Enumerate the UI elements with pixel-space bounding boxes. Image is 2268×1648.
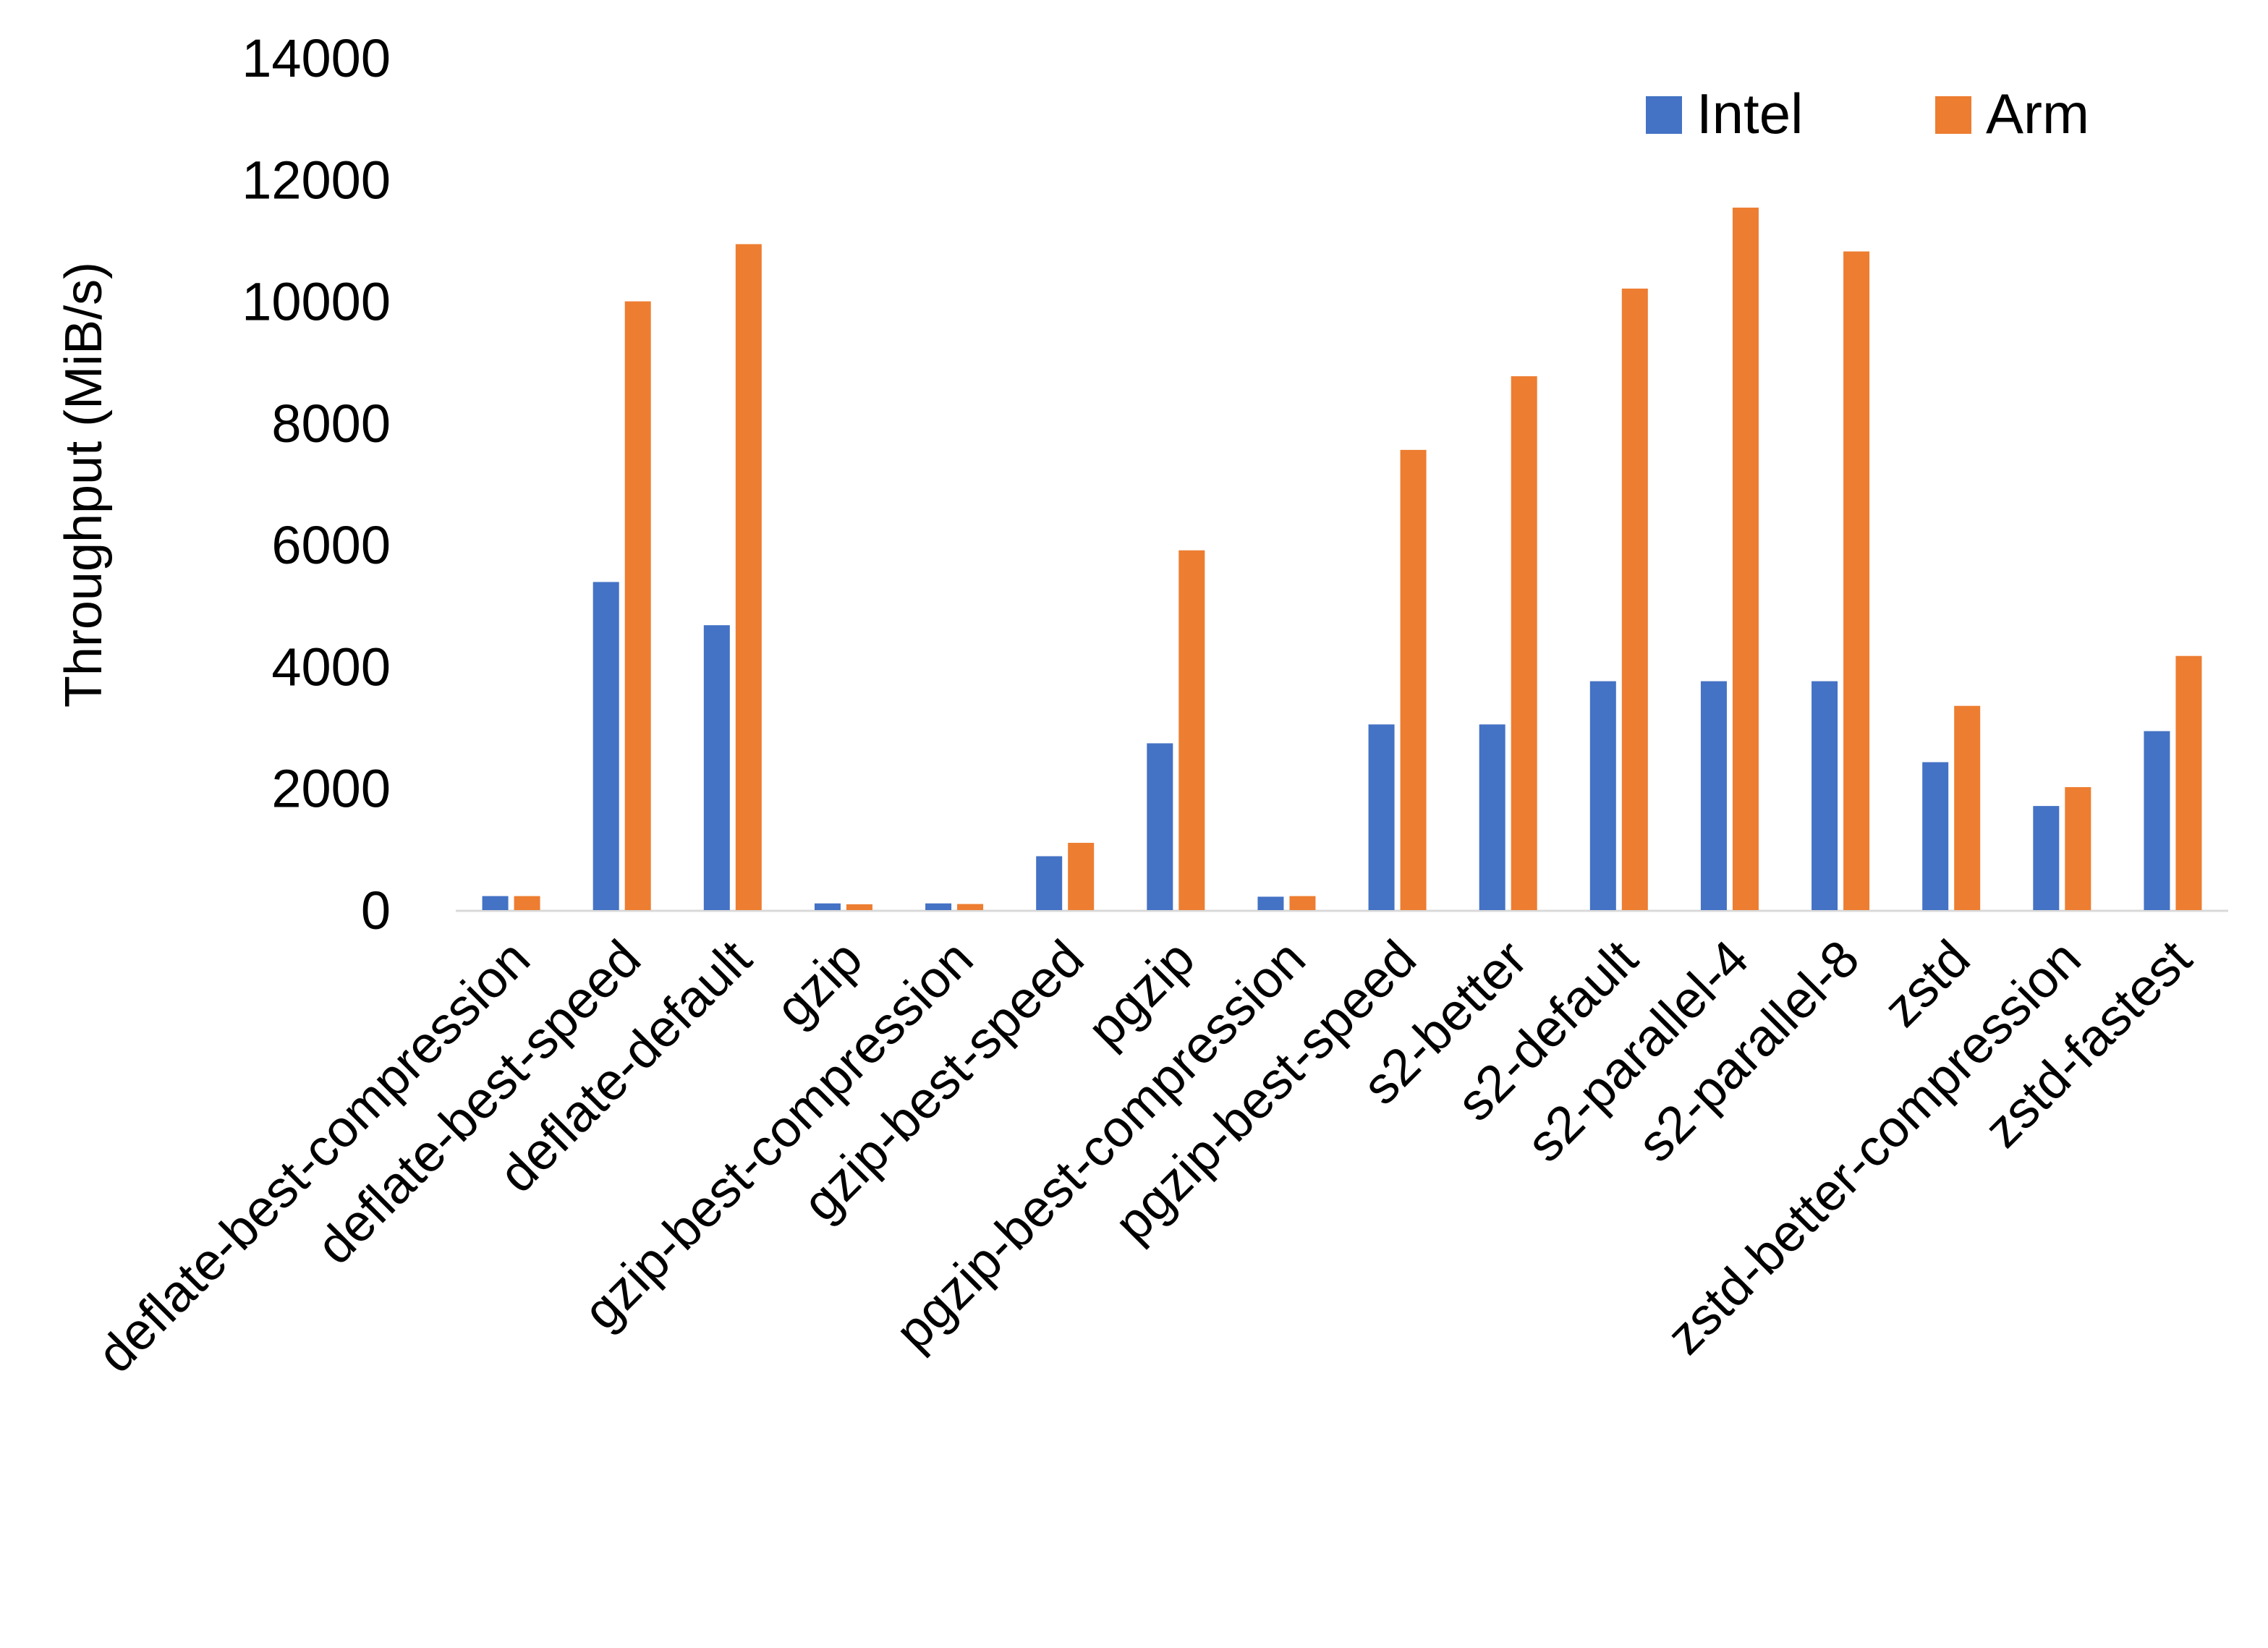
x-axis-labels: deflate-best-compressiondeflate-best-spe… (87, 930, 2203, 1384)
bar-intel-s2-parallel-4 (1700, 681, 1727, 910)
y-axis-label: Throughput (MiB/s) (55, 262, 113, 708)
bar-arm-pgzip (1178, 550, 1205, 910)
bar-intel-gzip-best-speed (1036, 856, 1063, 910)
bar-arm-zstd (1954, 705, 1981, 910)
bar-arm-s2-parallel-4 (1732, 207, 1759, 910)
bar-intel-zstd-fastest (2144, 731, 2170, 910)
bar-arm-s2-default (1621, 288, 1648, 910)
legend-swatch-intel (1646, 96, 1682, 134)
bar-intel-s2-better (1479, 724, 1505, 910)
bar-intel-pgzip-best-compression (1257, 896, 1284, 910)
bar-arm-s2-parallel-8 (1843, 251, 1870, 910)
y-tick-label: 4000 (271, 637, 391, 697)
bar-intel-gzip (814, 903, 841, 910)
y-tick-label: 14000 (242, 28, 391, 88)
bar-arm-deflate-best-compression (514, 896, 540, 910)
bar-arm-zstd-fastest (2175, 655, 2202, 910)
y-tick-label: 10000 (242, 272, 391, 332)
y-axis-ticks: 0 2000 4000 6000 8000 10000 12000 14000 (242, 28, 391, 940)
bar-arm-pgzip-best-compression (1289, 896, 1316, 910)
bar-intel-pgzip (1147, 743, 1173, 910)
bar-intel-deflate-default (703, 625, 730, 910)
bar-arm-zstd-better-compression (2065, 787, 2091, 910)
bar-intel-deflate-best-compression (482, 896, 509, 910)
bar-arm-deflate-default (735, 244, 762, 910)
legend-label-intel: Intel (1696, 82, 1803, 145)
legend-swatch-arm (1935, 96, 1971, 134)
y-tick-label: 12000 (242, 150, 391, 210)
legend-label-arm: Arm (1986, 82, 2089, 145)
bars (482, 207, 2202, 911)
bar-intel-pgzip-best-speed (1368, 724, 1395, 910)
bar-intel-gzip-best-compression (925, 903, 952, 910)
bar-arm-gzip (846, 904, 872, 910)
bar-arm-s2-better (1511, 376, 1537, 910)
bar-intel-s2-parallel-8 (1812, 681, 1838, 910)
y-tick-label: 2000 (271, 759, 391, 819)
bar-intel-s2-default (1589, 681, 1616, 910)
x-tick-label: deflate-best-compression (87, 930, 541, 1384)
legend: Intel Arm (1646, 82, 2089, 145)
y-tick-label: 6000 (271, 515, 391, 575)
bar-arm-gzip-best-speed (1068, 843, 1095, 910)
bar-intel-deflate-best-speed (593, 582, 619, 910)
bar-arm-pgzip-best-speed (1400, 449, 1427, 910)
bar-arm-gzip-best-compression (957, 904, 984, 910)
bar-intel-zstd-better-compression (2033, 806, 2060, 910)
y-tick-label: 0 (361, 880, 391, 940)
y-tick-label: 8000 (271, 394, 391, 454)
bar-arm-deflate-best-speed (624, 301, 651, 911)
bar-intel-zstd (1922, 762, 1949, 910)
